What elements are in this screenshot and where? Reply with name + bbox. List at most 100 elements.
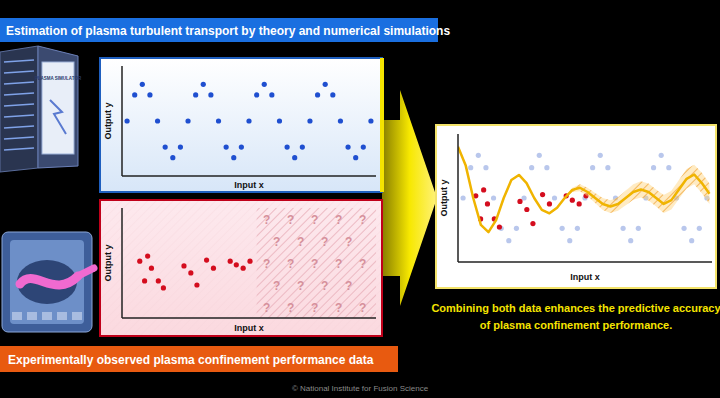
point bbox=[323, 82, 328, 87]
marks bbox=[137, 208, 376, 318]
x-axis bbox=[122, 175, 376, 177]
device-vessel bbox=[17, 260, 77, 304]
rack bbox=[0, 46, 38, 172]
rack-stripe bbox=[4, 60, 34, 62]
caption: Combining both data enhances the predict… bbox=[431, 302, 720, 314]
point bbox=[681, 226, 686, 231]
point bbox=[315, 92, 320, 97]
point bbox=[292, 155, 297, 160]
point bbox=[285, 144, 290, 149]
x-axis bbox=[122, 317, 376, 319]
point bbox=[481, 187, 486, 192]
point bbox=[491, 195, 496, 200]
point bbox=[254, 92, 259, 97]
y-axis bbox=[457, 134, 459, 262]
point bbox=[262, 82, 267, 87]
point bbox=[170, 155, 175, 160]
point bbox=[208, 92, 213, 97]
point bbox=[155, 118, 160, 123]
unknown-mark: ? bbox=[359, 213, 366, 227]
marks bbox=[124, 82, 373, 161]
x-axis-label: Input x bbox=[234, 323, 264, 333]
y-axis-label: Output y bbox=[103, 103, 113, 140]
point bbox=[216, 118, 221, 123]
point bbox=[156, 278, 161, 283]
point bbox=[185, 118, 190, 123]
bolt bbox=[50, 100, 66, 134]
device-port bbox=[72, 312, 82, 320]
point bbox=[590, 165, 595, 170]
unknown-mark: ? bbox=[359, 301, 366, 315]
point bbox=[193, 92, 198, 97]
rack-stripe bbox=[4, 104, 34, 106]
point bbox=[345, 144, 350, 149]
point bbox=[239, 144, 244, 149]
point bbox=[476, 153, 481, 158]
point bbox=[506, 238, 511, 243]
unknown-mark: ? bbox=[297, 279, 304, 293]
point bbox=[353, 155, 358, 160]
plasma bbox=[78, 268, 94, 276]
rack bbox=[38, 46, 78, 168]
rack-stripe bbox=[4, 126, 34, 128]
point bbox=[188, 270, 193, 275]
point bbox=[468, 165, 473, 170]
point bbox=[514, 226, 519, 231]
point bbox=[300, 144, 305, 149]
point bbox=[547, 201, 552, 206]
point bbox=[560, 226, 565, 231]
x-axis-label: Input x bbox=[234, 180, 264, 190]
point bbox=[485, 201, 490, 206]
prediction-line bbox=[458, 147, 709, 232]
rack-stripe bbox=[4, 82, 34, 84]
unknown-mark: ? bbox=[263, 257, 270, 271]
rack-stripe bbox=[4, 93, 34, 95]
point bbox=[537, 153, 542, 158]
unknown-mark: ? bbox=[359, 257, 366, 271]
rack-stripe bbox=[4, 137, 34, 139]
point bbox=[544, 165, 549, 170]
unknown-mark: ? bbox=[311, 213, 318, 227]
point bbox=[132, 92, 137, 97]
point bbox=[552, 195, 557, 200]
point bbox=[246, 118, 251, 123]
point bbox=[149, 266, 154, 271]
panel-hatch bbox=[101, 201, 381, 335]
chart: ???????????????????????Input xOutput y bbox=[100, 200, 382, 336]
point bbox=[666, 165, 671, 170]
y-axis bbox=[121, 66, 123, 176]
point bbox=[234, 262, 239, 267]
device-port bbox=[12, 312, 22, 320]
title: Experimentally observed plasma confineme… bbox=[8, 353, 374, 367]
point bbox=[140, 82, 145, 87]
point bbox=[124, 118, 129, 123]
caption: of plasma confinement performance. bbox=[480, 319, 673, 331]
point bbox=[530, 221, 535, 226]
point bbox=[137, 259, 142, 264]
arrow bbox=[382, 90, 437, 306]
point bbox=[241, 266, 246, 271]
point bbox=[181, 263, 186, 268]
point bbox=[145, 253, 150, 258]
stage: PLASMA SIMULATOR Input x Output y Estimatio… bbox=[0, 0, 720, 398]
simulator-icon: PLASMA SIMULATOR bbox=[0, 46, 82, 172]
point bbox=[142, 278, 147, 283]
point bbox=[540, 192, 545, 197]
point bbox=[368, 118, 373, 123]
point bbox=[247, 259, 252, 264]
point bbox=[598, 153, 603, 158]
device-port bbox=[42, 312, 52, 320]
y-axis-label: Output y bbox=[103, 245, 113, 282]
unknown-mark: ? bbox=[273, 235, 280, 249]
point bbox=[201, 82, 206, 87]
unknown-mark: ? bbox=[345, 279, 352, 293]
point bbox=[659, 153, 664, 158]
title: Estimation of plasma turbulent transport… bbox=[6, 24, 450, 38]
unknown-mark: ? bbox=[297, 235, 304, 249]
point bbox=[269, 92, 274, 97]
unknown-mark: ? bbox=[335, 213, 342, 227]
copyright: © National Institute for Fusion Science bbox=[292, 384, 429, 393]
point bbox=[338, 118, 343, 123]
point bbox=[570, 198, 575, 203]
unknown-mark: ? bbox=[287, 257, 294, 271]
